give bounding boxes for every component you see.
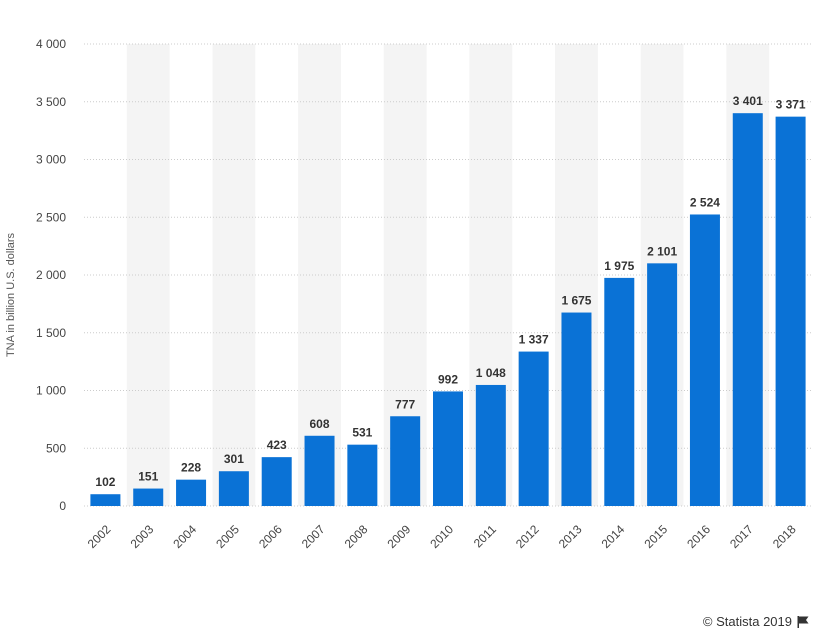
bar[interactable] (347, 444, 378, 506)
bar[interactable] (304, 435, 335, 506)
bar[interactable] (518, 351, 549, 506)
x-tick-label: 2009 (385, 522, 414, 551)
y-tick-label: 0 (59, 499, 66, 513)
bar[interactable] (647, 263, 678, 506)
y-tick-label: 1 500 (36, 326, 66, 340)
data-label: 301 (224, 452, 244, 466)
data-label: 228 (181, 461, 201, 475)
column-band (212, 44, 256, 506)
y-axis-ticks: 0 500 1 000 1 500 2 000 2 500 3 000 3 500 4 000 (36, 37, 66, 513)
bar[interactable] (261, 457, 292, 506)
bars (90, 113, 806, 506)
data-label: 3 371 (776, 98, 806, 112)
y-tick-label: 3 500 (36, 95, 66, 109)
data-label: 102 (95, 475, 115, 489)
bar[interactable] (475, 384, 506, 506)
data-label: 423 (267, 438, 287, 452)
data-label: 608 (310, 417, 330, 431)
x-tick-label: 2004 (170, 522, 199, 551)
bar[interactable] (604, 277, 635, 506)
y-axis-title: TNA in billion U.S. dollars (5, 232, 17, 357)
data-label: 777 (395, 397, 415, 411)
data-label: 151 (138, 470, 158, 484)
data-label: 992 (438, 372, 458, 386)
y-tick-label: 2 500 (36, 210, 66, 224)
data-label: 3 401 (733, 94, 763, 108)
x-tick-label: 2007 (299, 522, 328, 551)
x-tick-label: 2014 (599, 522, 628, 551)
x-tick-label: 2010 (427, 522, 456, 551)
x-tick-label: 2013 (556, 522, 585, 551)
x-tick-label: 2008 (342, 522, 371, 551)
x-tick-label: 2006 (256, 522, 285, 551)
x-axis-ticks: 2002 2003 2004 2005 2006 2007 2008 2009 2010 2011… (85, 522, 799, 551)
bar[interactable] (90, 494, 121, 506)
bar[interactable] (561, 312, 592, 506)
y-tick-label: 4 000 (36, 37, 66, 51)
data-label: 2 101 (647, 244, 677, 258)
statista-credit[interactable]: © Statista 2019 (703, 614, 809, 629)
y-tick-label: 3 000 (36, 153, 66, 167)
bar[interactable] (133, 488, 164, 506)
x-tick-label: 2002 (85, 522, 114, 551)
bar[interactable] (176, 479, 207, 506)
x-tick-label: 2012 (513, 522, 542, 551)
data-label: 531 (352, 426, 372, 440)
bar[interactable] (218, 471, 249, 506)
y-tick-label: 2 000 (36, 268, 66, 282)
bar[interactable] (390, 416, 421, 506)
x-tick-label: 2003 (128, 522, 157, 551)
bar[interactable] (689, 214, 720, 506)
x-tick-label: 2016 (684, 522, 713, 551)
x-tick-label: 2017 (727, 522, 756, 551)
x-tick-label: 2005 (213, 522, 242, 551)
bar[interactable] (732, 113, 763, 506)
y-tick-label: 1 000 (36, 384, 66, 398)
x-tick-label: 2015 (641, 522, 670, 551)
credit-text: © Statista 2019 (702, 614, 792, 629)
column-band (126, 44, 170, 506)
y-tick-label: 500 (46, 441, 66, 455)
bar[interactable] (775, 116, 806, 506)
data-label: 1 048 (476, 366, 506, 380)
x-tick-label: 2011 (471, 522, 499, 550)
data-labels: 102 151 228 301 423 608 531 777 992 1 048 1 337 1 6… (95, 94, 806, 489)
data-label: 1 675 (561, 294, 591, 308)
bar[interactable] (433, 391, 463, 506)
data-label: 2 524 (690, 195, 720, 209)
data-label: 1 337 (519, 333, 549, 347)
x-tick-label: 2018 (770, 522, 799, 551)
flag-icon (797, 615, 809, 628)
data-label: 1 975 (604, 259, 634, 273)
